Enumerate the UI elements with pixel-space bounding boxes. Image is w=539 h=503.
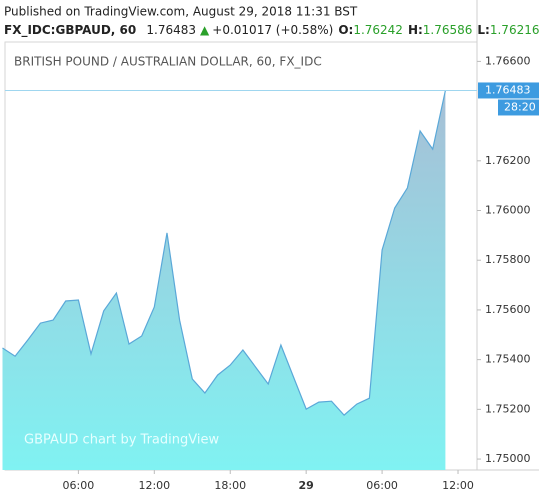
- y-tick-label: 1.75800: [485, 253, 531, 266]
- symbol: FX_IDC:GBPAUD, 60: [4, 23, 136, 38]
- watermark: GBPAUD chart by TradingView: [24, 433, 219, 448]
- price-tag-label: 1.76483: [485, 83, 531, 96]
- chart-title: BRITISH POUND / AUSTRALIAN DOLLAR, 60, F…: [14, 55, 322, 69]
- countdown-tag: [498, 99, 539, 116]
- ohlc-label: L:: [477, 23, 489, 37]
- y-tick-label: 1.76600: [485, 54, 531, 67]
- ohlc-label: O:: [338, 23, 353, 37]
- symbol-legend: FX_IDC:GBPAUD, 60 1.76483 ▲ +0.01017 (+0.5…: [4, 23, 539, 38]
- change: +0.01017 (+0.58%): [212, 23, 333, 37]
- x-tick-label: 06:00: [366, 479, 398, 492]
- ohlc-value: 1.76242: [353, 23, 403, 37]
- up-arrow: ▲: [200, 23, 210, 37]
- ohlc-label: H:: [408, 23, 423, 37]
- x-tick-label: 18:00: [214, 479, 246, 492]
- y-tick-label: 1.75600: [485, 303, 531, 316]
- ohlc-value: 1.76586: [423, 23, 473, 37]
- line: [2, 90, 446, 416]
- ohlc-value: 1.76216: [490, 23, 539, 37]
- x-tick-label: 12:00: [138, 479, 170, 492]
- x-tick-label: 29: [299, 479, 314, 492]
- y-tick-label: 1.76000: [485, 204, 531, 217]
- x-tick-label: 12:00: [442, 479, 474, 492]
- price-tag: [478, 82, 539, 99]
- y-tick-label: 1.76200: [485, 154, 531, 167]
- x-tick-label: 06:00: [63, 479, 95, 492]
- countdown-label: 28:20: [504, 100, 536, 113]
- y-tick-label: 1.75000: [485, 452, 531, 465]
- last-price: 1.76483: [146, 23, 196, 37]
- area: [2, 90, 446, 470]
- y-tick-label: 1.75200: [485, 402, 531, 415]
- y-tick-label: 1.75400: [485, 353, 531, 366]
- published: Published on TradingView.com, August 29,…: [4, 5, 358, 19]
